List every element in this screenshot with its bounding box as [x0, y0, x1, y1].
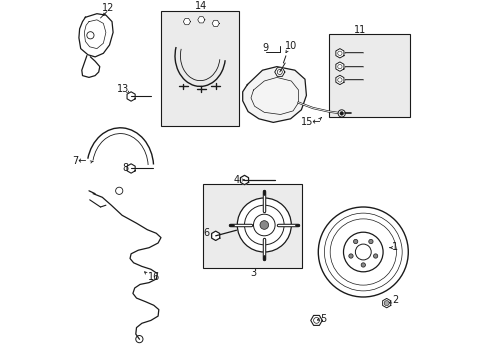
Text: 4: 4: [233, 175, 239, 185]
Polygon shape: [197, 17, 204, 23]
Circle shape: [373, 254, 377, 258]
Text: 5: 5: [319, 314, 325, 324]
Circle shape: [368, 239, 372, 244]
Text: 13: 13: [117, 84, 129, 94]
Circle shape: [384, 301, 388, 306]
Text: 1: 1: [391, 242, 397, 252]
Text: 3: 3: [250, 268, 256, 278]
Polygon shape: [211, 231, 219, 240]
Text: 16: 16: [147, 272, 160, 282]
Text: 15←: 15←: [300, 117, 321, 127]
Polygon shape: [335, 62, 343, 71]
Circle shape: [277, 69, 282, 75]
Bar: [203, 184, 302, 268]
Circle shape: [361, 263, 365, 267]
Polygon shape: [335, 49, 343, 58]
Polygon shape: [240, 175, 248, 185]
Circle shape: [337, 110, 345, 117]
Polygon shape: [335, 75, 343, 85]
Text: 6: 6: [203, 228, 209, 238]
Bar: [161, 11, 239, 126]
Polygon shape: [127, 92, 135, 101]
Polygon shape: [310, 315, 322, 325]
Text: 9: 9: [262, 42, 268, 53]
Polygon shape: [183, 18, 190, 25]
Text: 14: 14: [194, 1, 206, 12]
Circle shape: [237, 198, 291, 252]
Polygon shape: [274, 68, 284, 76]
Circle shape: [260, 221, 268, 229]
Polygon shape: [242, 67, 306, 122]
Polygon shape: [127, 164, 135, 173]
Circle shape: [353, 239, 357, 244]
Circle shape: [253, 214, 275, 236]
Polygon shape: [212, 20, 219, 27]
Text: 10: 10: [284, 41, 296, 51]
Bar: [328, 34, 409, 117]
Text: 8: 8: [122, 163, 128, 174]
Circle shape: [339, 112, 343, 115]
Text: 2: 2: [391, 294, 397, 305]
Text: 7←: 7←: [72, 156, 87, 166]
Circle shape: [348, 254, 352, 258]
Text: 11: 11: [353, 24, 365, 35]
Polygon shape: [382, 298, 390, 308]
Text: 12: 12: [102, 3, 114, 13]
